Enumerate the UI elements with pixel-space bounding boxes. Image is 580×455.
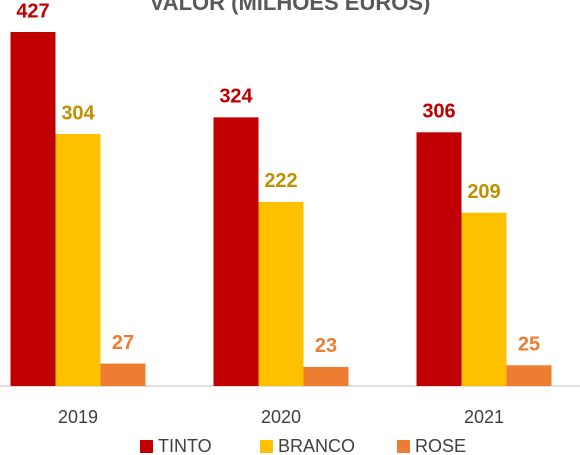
legend-label: TINTO [158,436,212,455]
legend-swatch [260,440,273,453]
data-label: 209 [467,181,500,203]
data-label: 25 [518,334,540,356]
bar [213,117,259,386]
bar [506,365,552,386]
data-label: 27 [112,332,134,354]
data-label: 427 [16,0,49,22]
legend-label: BRANCO [278,436,355,455]
bar [258,201,304,386]
bar [100,363,146,386]
bar [55,133,101,386]
legend-label: ROSE [415,436,466,455]
data-label: 23 [315,335,337,357]
chart-title: VALOR (MILHÕES EUROS) [150,0,431,15]
bar [461,212,507,386]
x-tick-label: 2020 [261,407,301,427]
bar [303,366,349,386]
bar [416,132,462,386]
data-label: 222 [264,170,297,192]
data-label: 304 [61,102,95,124]
x-tick-label: 2019 [58,407,98,427]
legend-swatch [397,440,410,453]
data-label: 306 [422,101,455,123]
bar [10,32,56,386]
data-label: 324 [219,86,253,108]
legend-swatch [140,440,153,453]
x-tick-label: 2021 [464,407,504,427]
